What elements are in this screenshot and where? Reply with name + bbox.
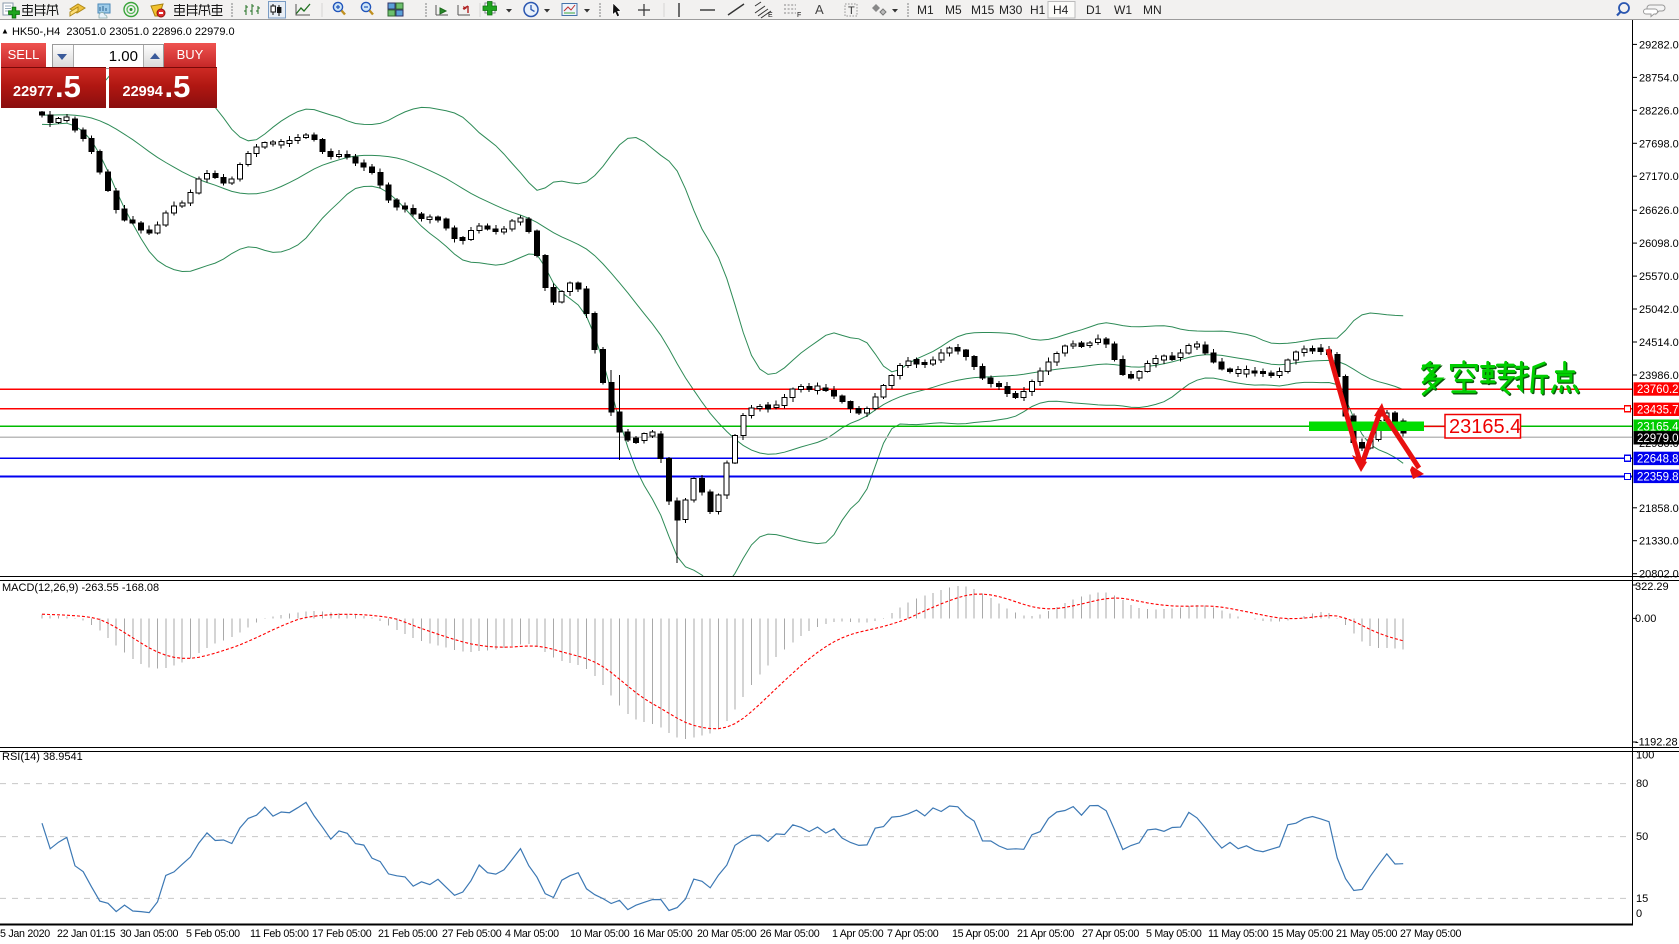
svg-text:RSI(14) 38.9541: RSI(14) 38.9541	[2, 751, 83, 763]
svg-text:322.29: 322.29	[1635, 581, 1669, 593]
svg-text:15: 15	[1636, 893, 1648, 905]
svg-text:16 Mar 05:00: 16 Mar 05:00	[633, 928, 693, 940]
svg-text:27 May 05:00: 27 May 05:00	[1400, 928, 1462, 940]
svg-text:80: 80	[1636, 778, 1648, 790]
svg-text:11 May 05:00: 11 May 05:00	[1208, 928, 1269, 940]
svg-text:21 Apr 05:00: 21 Apr 05:00	[1017, 928, 1074, 940]
svg-text:21 May 05:00: 21 May 05:00	[1336, 928, 1398, 940]
svg-text:26098.0: 26098.0	[1639, 238, 1679, 250]
svg-text:D1: D1	[1086, 3, 1102, 17]
svg-text:W1: W1	[1114, 3, 1132, 17]
svg-text:M1: M1	[917, 3, 934, 17]
svg-text:24514.0: 24514.0	[1639, 337, 1679, 349]
svg-text:28754.0: 28754.0	[1639, 72, 1679, 84]
svg-text:30 Jan 05:00: 30 Jan 05:00	[120, 928, 179, 940]
svg-text:23165.4: 23165.4	[1637, 421, 1679, 433]
svg-text:MN: MN	[1143, 3, 1162, 17]
svg-text:7 Apr 05:00: 7 Apr 05:00	[887, 928, 939, 940]
svg-text:23165.4: 23165.4	[1449, 416, 1521, 438]
svg-text:F: F	[797, 12, 801, 19]
svg-text:28226.0: 28226.0	[1639, 105, 1679, 117]
svg-text:15 May 05:00: 15 May 05:00	[1272, 928, 1334, 940]
svg-text:22359.8: 22359.8	[1637, 472, 1679, 484]
svg-text:29282.0: 29282.0	[1639, 39, 1679, 51]
svg-text:21330.0: 21330.0	[1639, 536, 1679, 548]
svg-text:27 Apr 05:00: 27 Apr 05:00	[1082, 928, 1139, 940]
svg-text:5 May 05:00: 5 May 05:00	[1146, 928, 1202, 940]
svg-text:25570.0: 25570.0	[1639, 271, 1679, 283]
svg-text:-1192.28: -1192.28	[1635, 737, 1678, 749]
svg-text:1 Apr 05:00: 1 Apr 05:00	[832, 928, 884, 940]
svg-text:MACD(12,26,9) -263.55 -168.08: MACD(12,26,9) -263.55 -168.08	[2, 582, 159, 594]
svg-text:M5: M5	[945, 3, 962, 17]
svg-text:M15: M15	[971, 3, 995, 17]
svg-text:0: 0	[1636, 908, 1642, 920]
svg-text:25042.0: 25042.0	[1639, 304, 1679, 316]
svg-text:M30: M30	[999, 3, 1023, 17]
svg-text:20802.0: 20802.0	[1639, 569, 1679, 581]
svg-text:H4: H4	[1053, 3, 1069, 17]
svg-text:22648.8: 22648.8	[1637, 454, 1679, 466]
svg-text:27170.0: 27170.0	[1639, 171, 1679, 183]
svg-text:23986.0: 23986.0	[1639, 370, 1679, 382]
svg-text:4 Mar 05:00: 4 Mar 05:00	[505, 928, 559, 940]
svg-text:27 Feb 05:00: 27 Feb 05:00	[442, 928, 502, 940]
svg-text:T: T	[848, 5, 855, 17]
svg-text:100: 100	[1636, 750, 1654, 762]
svg-text:50: 50	[1636, 831, 1648, 843]
svg-text:26 Mar 05:00: 26 Mar 05:00	[760, 928, 820, 940]
svg-text:22979.0: 22979.0	[1637, 433, 1679, 445]
svg-text:5 Jan 2020: 5 Jan 2020	[0, 928, 50, 940]
svg-text:10 Mar 05:00: 10 Mar 05:00	[570, 928, 630, 940]
svg-text:H1: H1	[1030, 3, 1046, 17]
svg-text:A: A	[815, 2, 824, 17]
svg-text:15 Apr 05:00: 15 Apr 05:00	[952, 928, 1009, 940]
svg-text:23760.2: 23760.2	[1637, 384, 1679, 396]
svg-text:26626.0: 26626.0	[1639, 205, 1679, 217]
svg-text:22 Jan 01:15: 22 Jan 01:15	[57, 928, 116, 940]
svg-text:E: E	[768, 12, 773, 19]
svg-text:11 Feb 05:00: 11 Feb 05:00	[250, 928, 309, 940]
svg-text:0.00: 0.00	[1635, 613, 1656, 625]
svg-text:21858.0: 21858.0	[1639, 503, 1679, 515]
svg-text:21 Feb 05:00: 21 Feb 05:00	[378, 928, 438, 940]
svg-text:23435.7: 23435.7	[1637, 405, 1679, 417]
svg-text:27698.0: 27698.0	[1639, 138, 1679, 150]
svg-text:5 Feb 05:00: 5 Feb 05:00	[186, 928, 240, 940]
svg-text:17 Feb 05:00: 17 Feb 05:00	[312, 928, 372, 940]
svg-text:20 Mar 05:00: 20 Mar 05:00	[697, 928, 757, 940]
